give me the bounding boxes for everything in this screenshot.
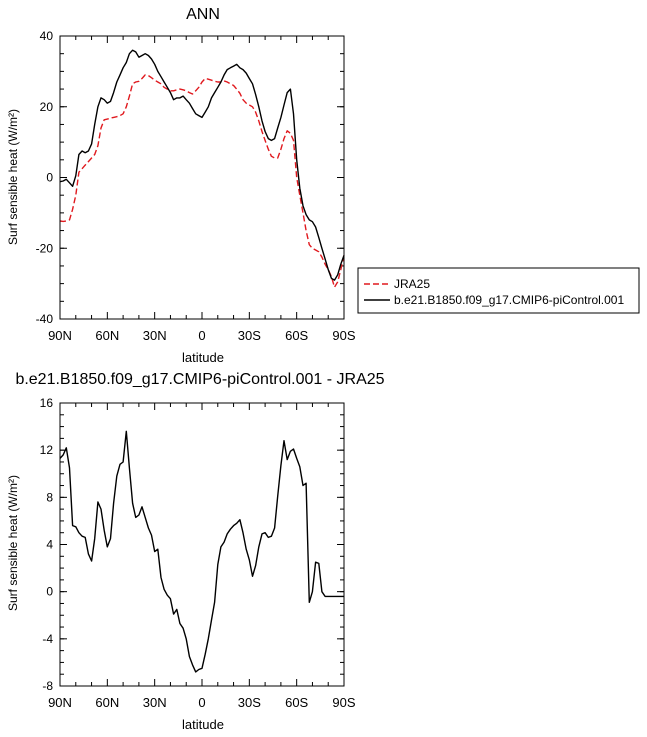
y-tick-label: 20 <box>40 100 54 114</box>
chart-title: ANN <box>186 6 220 23</box>
plot-frame-top <box>59 35 345 320</box>
y-tick-label: 16 <box>40 396 54 410</box>
x-tick-label: 0 <box>198 328 205 343</box>
x-tick-label: 30S <box>238 695 261 710</box>
x-axis-label: latitude <box>182 350 224 365</box>
x-tick-label: 30S <box>238 328 261 343</box>
chart-title-difference: b.e21.B1850.f09_g17.CMIP6-piControl.001 … <box>15 371 384 388</box>
series-line-jra25 <box>59 74 345 288</box>
chart-bottom-panel: b.e21.B1850.f09_g17.CMIP6-piControl.001 … <box>6 371 385 732</box>
y-tick-label: -8 <box>42 679 53 693</box>
series-line-b-e21-b1850-f09-g17-cmip6-picontrol-001 <box>59 49 345 281</box>
y-tick-label: 40 <box>40 29 54 43</box>
legend-box <box>357 267 640 314</box>
x-tick-label: 60S <box>285 328 308 343</box>
y-axis-label: Surf sensible heat (W/m²) <box>6 109 20 245</box>
x-tick-label: 90S <box>332 695 355 710</box>
series-line-difference <box>59 430 344 673</box>
x-tick-label: 60N <box>95 695 119 710</box>
x-tick-label: 0 <box>198 695 205 710</box>
plot-area-top: 90N 60N 30N 0 30S 60S 90S -40 -20 0 20 40 <box>36 29 356 343</box>
x-axis-label: latitude <box>182 717 224 732</box>
y-tick-label: -20 <box>36 241 54 255</box>
plot-frame-bottom <box>59 402 345 687</box>
x-tick-label: 30N <box>143 695 167 710</box>
x-tick-label: 60S <box>285 695 308 710</box>
x-tick-label: 30N <box>143 328 167 343</box>
legend: JRA25 b.e21.B1850.f09_g17.CMIP6-piContro… <box>357 267 640 314</box>
x-tick-label: 90N <box>48 328 72 343</box>
x-tick-label: 90S <box>332 328 355 343</box>
legend-label-jra25: JRA25 <box>394 277 430 291</box>
x-tick-label: 60N <box>95 328 119 343</box>
y-tick-label: 8 <box>46 490 53 504</box>
chart-top-panel: ANN 90N 60N 30N 0 30S 60S 90S -40 -20 0 20 40 latit… <box>6 6 640 365</box>
plot-area-bottom: 90N 60N 30N 0 30S 60S 90S -8 -4 0 4 8 12 16 <box>40 396 356 710</box>
x-tick-label: 90N <box>48 695 72 710</box>
y-tick-label: 12 <box>40 443 54 457</box>
y-axis-label: Surf sensible heat (W/m²) <box>6 475 20 611</box>
y-tick-label: 0 <box>46 585 53 599</box>
y-tick-label: 4 <box>46 538 53 552</box>
legend-label-model: b.e21.B1850.f09_g17.CMIP6-piControl.001 <box>394 293 624 307</box>
y-tick-label: -4 <box>42 632 53 646</box>
y-tick-label: 0 <box>46 171 53 185</box>
y-tick-label: -40 <box>36 312 54 326</box>
